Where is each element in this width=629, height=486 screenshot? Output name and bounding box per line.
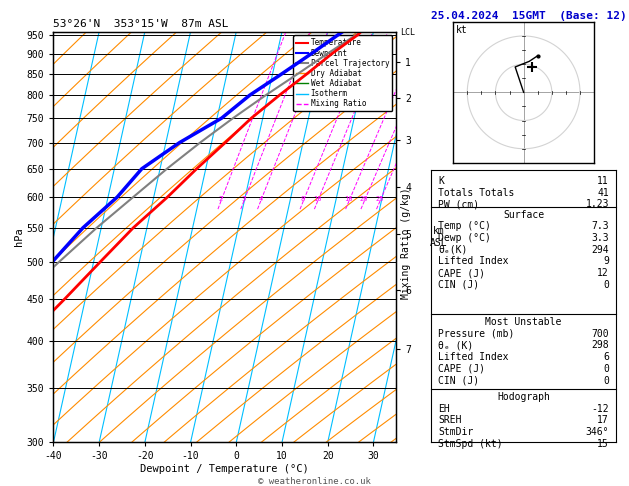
Text: 7.3: 7.3 xyxy=(591,221,609,231)
Text: 12: 12 xyxy=(598,268,609,278)
Text: 15: 15 xyxy=(598,439,609,449)
Text: 17: 17 xyxy=(598,416,609,425)
Text: PW (cm): PW (cm) xyxy=(438,199,479,209)
Text: 53°26'N  353°15'W  87m ASL: 53°26'N 353°15'W 87m ASL xyxy=(53,19,229,30)
Text: 298: 298 xyxy=(591,341,609,350)
Text: Temp (°C): Temp (°C) xyxy=(438,221,491,231)
Text: StmDir: StmDir xyxy=(438,427,474,437)
Text: 700: 700 xyxy=(591,329,609,339)
Text: 20: 20 xyxy=(360,196,368,202)
Text: Mixing Ratio (g/kg): Mixing Ratio (g/kg) xyxy=(401,187,411,299)
Text: Hodograph: Hodograph xyxy=(497,392,550,402)
Text: kt: kt xyxy=(456,25,468,35)
Text: 0: 0 xyxy=(603,376,609,385)
Text: Most Unstable: Most Unstable xyxy=(486,317,562,327)
Text: 2: 2 xyxy=(219,196,223,202)
Text: © weatheronline.co.uk: © weatheronline.co.uk xyxy=(258,477,371,486)
Text: 346°: 346° xyxy=(586,427,609,437)
Legend: Temperature, Dewpoint, Parcel Trajectory, Dry Adiabat, Wet Adiabat, Isotherm, Mi: Temperature, Dewpoint, Parcel Trajectory… xyxy=(293,35,392,111)
Text: CAPE (J): CAPE (J) xyxy=(438,364,486,374)
Text: 3: 3 xyxy=(242,196,246,202)
Text: 25.04.2024  15GMT  (Base: 12): 25.04.2024 15GMT (Base: 12) xyxy=(431,11,626,21)
Text: CIN (J): CIN (J) xyxy=(438,280,479,290)
Text: 11: 11 xyxy=(598,176,609,186)
Text: Pressure (mb): Pressure (mb) xyxy=(438,329,515,339)
Text: StmSpd (kt): StmSpd (kt) xyxy=(438,439,503,449)
Text: K: K xyxy=(438,176,444,186)
Text: Lifted Index: Lifted Index xyxy=(438,352,509,362)
Text: 41: 41 xyxy=(598,188,609,198)
Text: Lifted Index: Lifted Index xyxy=(438,257,509,266)
Text: EH: EH xyxy=(438,403,450,414)
Text: Dewp (°C): Dewp (°C) xyxy=(438,233,491,243)
Text: CIN (J): CIN (J) xyxy=(438,376,479,385)
Text: 10: 10 xyxy=(313,196,321,202)
Text: Totals Totals: Totals Totals xyxy=(438,188,515,198)
Text: 9: 9 xyxy=(603,257,609,266)
Text: 0: 0 xyxy=(603,364,609,374)
Text: 16: 16 xyxy=(345,196,353,202)
Text: 1.23: 1.23 xyxy=(586,199,609,209)
Text: Surface: Surface xyxy=(503,209,544,220)
Text: -12: -12 xyxy=(591,403,609,414)
Text: 3.3: 3.3 xyxy=(591,233,609,243)
Y-axis label: km
ASL: km ASL xyxy=(430,226,448,248)
X-axis label: Dewpoint / Temperature (°C): Dewpoint / Temperature (°C) xyxy=(140,464,309,474)
Y-axis label: hPa: hPa xyxy=(14,227,24,246)
Text: 4: 4 xyxy=(259,196,262,202)
Text: 25: 25 xyxy=(376,196,384,202)
Text: θₑ(K): θₑ(K) xyxy=(438,244,468,255)
Text: 8: 8 xyxy=(301,196,305,202)
Text: θₑ (K): θₑ (K) xyxy=(438,341,474,350)
Text: LCL: LCL xyxy=(399,28,415,37)
Text: SREH: SREH xyxy=(438,416,462,425)
Text: 6: 6 xyxy=(603,352,609,362)
Text: 294: 294 xyxy=(591,244,609,255)
Text: 0: 0 xyxy=(603,280,609,290)
Text: CAPE (J): CAPE (J) xyxy=(438,268,486,278)
